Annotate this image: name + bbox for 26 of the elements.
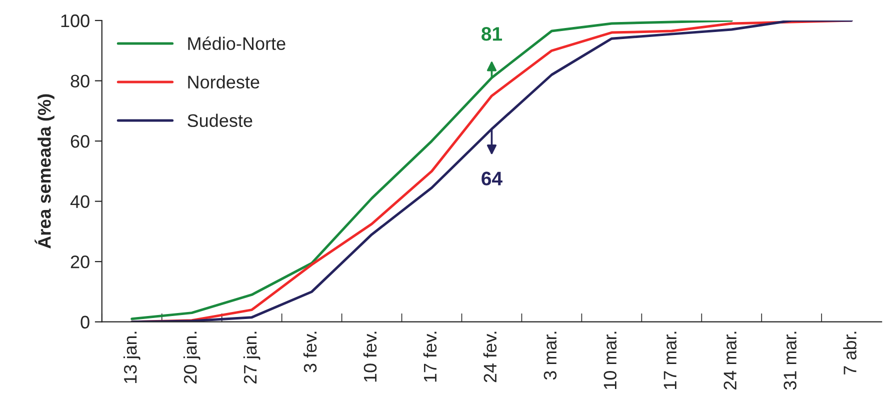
x-tick-label: 31 mar.: [784, 332, 796, 390]
annotation: 81: [482, 27, 502, 41]
x-tick-label: 17 fev.: [423, 332, 437, 382]
x-tick-label: 20 jan.: [183, 332, 200, 384]
x-tick-label: 27 jan.: [243, 332, 260, 384]
x-tick-label: 10 mar.: [604, 332, 617, 390]
legend-label: Nordeste: [188, 75, 260, 89]
x-tick-label: 13 jan.: [123, 332, 140, 384]
x-tick-label: 17 mar.: [664, 332, 677, 390]
x-tick-label: 24 mar.: [724, 332, 736, 390]
y-axis-title: Área semeada (%): [34, 94, 54, 248]
line-series: [130, 20, 733, 320]
x-tick-label: 10 fev.: [363, 332, 377, 382]
annotation: 64: [482, 172, 502, 186]
y-tick-label: 20: [70, 256, 90, 268]
y-tick-label: 0: [80, 316, 90, 329]
x-tick-label: 7 abr.: [843, 332, 856, 374]
legend-label: Sudeste: [188, 114, 252, 128]
y-tick-label: 80: [70, 74, 90, 88]
y-tick-label: 100: [61, 14, 90, 28]
y-tick-label: 60: [70, 134, 90, 148]
x-tick-label: 24 fev.: [483, 332, 497, 382]
legend-label: Médio-Norte: [188, 36, 286, 50]
x-tick-label: 3 fev.: [303, 332, 317, 372]
y-tick-label: 40: [70, 195, 90, 208]
x-tick-label: 3 mar.: [544, 332, 557, 380]
